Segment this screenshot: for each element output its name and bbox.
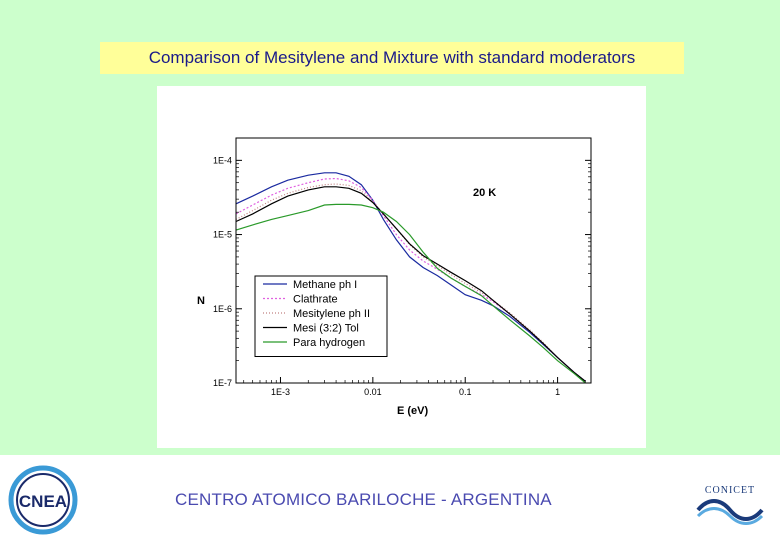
legend-entry: Methane ph I — [293, 279, 357, 291]
x-tick-label: 0.1 — [459, 387, 472, 397]
x-axis-label: E (eV) — [397, 405, 429, 417]
legend-entry: Mesi (3:2) Tol — [293, 323, 359, 335]
annotation-temperature: 20 K — [473, 187, 496, 199]
chart-legend: Methane ph I Clathrate Mesitylene ph II Mes… — [254, 275, 388, 357]
legend-entry: Para hydrogen — [293, 337, 365, 349]
x-tick-label: 1 — [555, 387, 560, 397]
legend-box — [254, 275, 388, 357]
footer-institution: CENTRO ATOMICO BARILOCHE - ARGENTINA — [175, 490, 552, 509]
cnea-logo: CNEA — [8, 465, 78, 535]
plot-frame — [235, 137, 592, 384]
y-tick-label: 1E-7 — [213, 378, 232, 388]
series-line-3 — [235, 183, 586, 382]
y-axis-label: N — [197, 295, 205, 307]
chart-ticks: 1E-3 0.01 0.1 1 1E-4 1E-5 1E-6 1E-7 — [213, 137, 591, 397]
x-tick-label: 1E-3 — [271, 387, 290, 397]
chart-container: 1E-3 0.01 0.1 1 1E-4 1E-5 1E-6 1E-7 20 K E (eV)… — [157, 86, 646, 448]
y-tick-label: 1E-5 — [213, 230, 232, 240]
slide-title: Comparison of Mesitylene and Mixture wit… — [100, 42, 684, 74]
y-tick-label: 1E-4 — [213, 155, 232, 165]
conicet-logo: CONICET — [696, 485, 764, 525]
series-line-5 — [235, 203, 586, 384]
chart-svg: 1E-3 0.01 0.1 1 1E-4 1E-5 1E-6 1E-7 20 K E (eV)… — [197, 137, 592, 417]
chart-series-group — [235, 172, 586, 384]
x-tick-label: 0.01 — [364, 387, 382, 397]
legend-entry: Clathrate — [293, 294, 338, 306]
legend-entry: Mesitylene ph II — [293, 308, 370, 320]
y-tick-label: 1E-6 — [213, 304, 232, 314]
series-line-4 — [235, 186, 586, 382]
series-line-2 — [235, 177, 586, 382]
series-line-1 — [235, 172, 586, 382]
svg-text:CNEA: CNEA — [19, 492, 67, 511]
svg-text:CONICET: CONICET — [705, 485, 755, 496]
